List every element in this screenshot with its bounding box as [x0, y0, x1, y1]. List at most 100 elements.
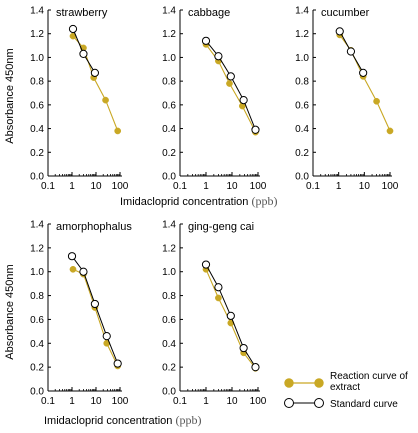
standard-curve-point	[240, 97, 247, 104]
reaction-curve-point	[102, 97, 108, 103]
y-tick-label: 0.6	[295, 100, 309, 111]
y-tick-label: 1.4	[162, 220, 176, 231]
x-tick-label: 10	[226, 181, 238, 192]
y-tick-label: 0.6	[162, 100, 176, 111]
y-tick-label: 1.0	[162, 53, 176, 64]
x-tick-label: 10	[90, 396, 102, 407]
standard-curve-point	[80, 50, 87, 57]
standard-curve-point	[215, 53, 222, 60]
legend-reaction-label-line2: extract	[330, 382, 360, 393]
legend-reaction-marker-left	[285, 379, 293, 387]
x-tick-label: 0.1	[173, 396, 187, 407]
y-tick-label: 0.8	[30, 291, 44, 302]
x-axis-label-unit: (ppb)	[175, 413, 201, 427]
standard-curve-point	[252, 126, 259, 133]
x-tick-label: 10	[226, 396, 238, 407]
reaction-curve-point	[387, 128, 393, 134]
y-tick-label: 1.4	[30, 6, 44, 17]
reaction-curve-point	[215, 295, 221, 301]
y-tick-label: 0.4	[162, 339, 176, 350]
reaction-curve-point	[115, 128, 121, 134]
y-tick-label: 0.2	[295, 148, 309, 159]
x-tick-label: 100	[250, 181, 267, 192]
x-axis-label-text: Imidacloprid concentration	[120, 196, 251, 208]
x-tick-label: 10	[359, 181, 371, 192]
standard-curve-point	[103, 333, 110, 340]
legend: Reaction curve of extract Standard curve	[285, 371, 409, 410]
y-tick-label: 0.8	[30, 77, 44, 88]
y-tick-label: 0.2	[162, 148, 176, 159]
panel-title: amorphophalus	[56, 221, 132, 233]
y-tick-label: 1.2	[30, 243, 44, 254]
standard-curve-point	[336, 28, 343, 35]
y-tick-label: 0.6	[162, 315, 176, 326]
panel-title: strawberry	[56, 7, 108, 19]
x-tick-label: 100	[382, 181, 399, 192]
y-tick-label: 0.6	[30, 315, 44, 326]
panel-cabbage: 0.00.20.40.60.81.01.21.40.1 1 10 100cabbage	[162, 6, 267, 193]
y-tick-label: 1.4	[295, 6, 309, 17]
x-tick-label: 1	[69, 181, 75, 192]
y-axis-label-top: Absorbance 450nm	[4, 48, 16, 143]
panel-title: cabbage	[188, 7, 230, 19]
x-tick-label: 0.1	[306, 181, 320, 192]
standard-curve-point	[360, 69, 367, 76]
standard-curve-point	[347, 48, 354, 55]
y-tick-label: 1.0	[30, 53, 44, 64]
y-tick-label: 1.2	[295, 29, 309, 40]
x-axis-label-bottom: Imidacloprid concentration (ppb)	[44, 413, 201, 427]
reaction-curve-point	[373, 98, 379, 104]
legend-standard-marker-right	[315, 399, 324, 408]
panel-amorphophalus: 0.0 0.2 0.4 0.6 0.8 1.0 1.2 1.4 0.1 1 10 100 amorpho…	[30, 220, 132, 408]
standard-curve-point	[91, 300, 98, 307]
x-tick-label: 1	[203, 181, 209, 192]
x-tick-label: 10	[90, 181, 102, 192]
reaction-curve-point	[226, 80, 232, 86]
panel-ging-geng-cai: 0.0 0.2 0.4 0.6 0.8 1.0 1.2 1.4 0.1 1 10 100 ging-ge…	[162, 220, 267, 408]
legend-reaction-marker-right	[315, 379, 323, 387]
y-tick-label: 0.4	[295, 124, 309, 135]
reaction-curve-point	[70, 266, 76, 272]
y-tick-label: 0.6	[30, 100, 44, 111]
y-tick-label: 1.0	[162, 267, 176, 278]
y-tick-label: 1.2	[162, 243, 176, 254]
legend-standard-label: Standard curve	[330, 399, 398, 410]
y-tick-label: 0.2	[30, 363, 44, 374]
x-tick-label: 100	[112, 181, 129, 192]
reaction-curve-line	[206, 44, 256, 132]
panel-title: ging-geng cai	[188, 221, 254, 233]
x-axis-label-unit: (ppb)	[251, 194, 277, 208]
x-tick-label: 0.1	[41, 181, 55, 192]
x-tick-label: 100	[250, 396, 267, 407]
standard-curve-point	[68, 253, 75, 260]
y-tick-label: 1.2	[30, 29, 44, 40]
y-tick-label: 1.4	[30, 220, 44, 231]
standard-curve-point	[227, 73, 234, 80]
y-tick-label: 0.2	[30, 148, 44, 159]
y-tick-label: 0.4	[30, 339, 44, 350]
x-tick-label: 1	[203, 396, 209, 407]
standard-curve-point	[240, 344, 247, 351]
panel-strawberry: 0.0 0.2 0.4 0.6 0.8 1.0 1.2 1.4 0.1 1 10 100 strawbe…	[30, 6, 129, 193]
x-axis-label-text: Imidacloprid concentration	[44, 415, 175, 427]
y-tick-label: 0.8	[162, 77, 176, 88]
y-tick-label: 1.0	[295, 53, 309, 64]
x-tick-label: 1	[336, 181, 342, 192]
x-axis-label-top: Imidacloprid concentration (ppb)	[120, 194, 277, 208]
y-tick-label: 0.8	[295, 77, 309, 88]
x-tick-label: 0.1	[41, 396, 55, 407]
y-tick-label: 1.4	[162, 6, 176, 17]
x-tick-label: 100	[112, 396, 129, 407]
y-tick-label: 0.8	[162, 291, 176, 302]
standard-curve-point	[69, 25, 76, 32]
reaction-curve-line	[340, 35, 390, 131]
y-tick-label: 0.4	[162, 124, 176, 135]
panel-cucumber: 0.0 0.2 0.4 0.6 0.8 1.0 1.2 1.4 0.1 1 10 100 cucumbe…	[295, 6, 399, 193]
standard-curve-point	[114, 360, 121, 367]
standard-curve-point	[252, 364, 259, 371]
y-tick-label: 1.2	[162, 29, 176, 40]
legend-standard-marker-left	[285, 399, 294, 408]
y-axis-label-bottom: Absorbance 450nm	[4, 264, 16, 359]
standard-curve-point	[215, 284, 222, 291]
